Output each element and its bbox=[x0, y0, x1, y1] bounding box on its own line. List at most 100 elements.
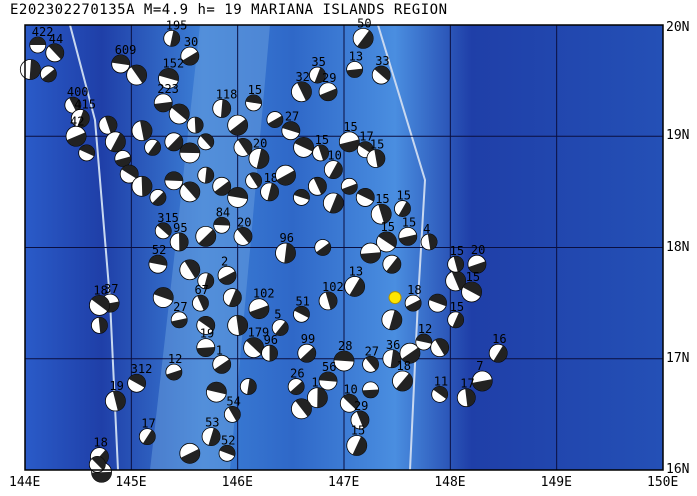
mechanism-quadrant bbox=[203, 273, 214, 289]
focal-mechanism: 15 bbox=[447, 244, 464, 273]
mechanism-quadrant bbox=[357, 188, 375, 202]
focal-mechanism bbox=[381, 309, 403, 331]
focal-mechanism: 7 bbox=[471, 359, 493, 392]
focal-mechanism bbox=[152, 287, 174, 308]
focal-mechanism bbox=[179, 259, 201, 281]
mechanism-quadrant bbox=[365, 356, 379, 371]
mechanism-quadrant bbox=[415, 334, 432, 344]
mechanism-quadrant bbox=[246, 337, 264, 355]
mechanism-label: 17 bbox=[141, 417, 155, 431]
focal-mechanism bbox=[186, 116, 204, 134]
focal-mechanism bbox=[212, 176, 232, 196]
mechanism-quadrant bbox=[197, 295, 209, 311]
mechanism-quadrant bbox=[357, 30, 374, 49]
mechanism-quadrant bbox=[196, 346, 215, 357]
focal-mechanism: 10 bbox=[323, 149, 343, 180]
focal-mechanism: 415 bbox=[70, 97, 96, 128]
mechanism-label: 30 bbox=[184, 35, 198, 49]
focal-mechanism: 13 bbox=[346, 50, 363, 78]
mechanism-quadrant bbox=[91, 471, 112, 483]
focal-mechanism: 56 bbox=[318, 360, 338, 391]
mechanism-quadrant bbox=[247, 378, 257, 395]
lon-tick-label: 147E bbox=[328, 475, 360, 490]
focal-mechanism bbox=[197, 166, 215, 184]
mechanism-quadrant bbox=[213, 217, 230, 226]
lat-tick-label: 19N bbox=[666, 128, 690, 144]
focal-mechanism: 28 bbox=[333, 339, 355, 372]
mechanism-label: 11 bbox=[434, 374, 448, 388]
mechanism-label: 18 bbox=[396, 359, 410, 373]
focal-mechanism bbox=[362, 381, 379, 399]
mechanism-label: 10 bbox=[343, 382, 357, 396]
mechanism-label: 223 bbox=[157, 82, 179, 96]
focal-mechanism: 15 bbox=[447, 300, 464, 329]
mechanism-quadrant bbox=[228, 289, 242, 307]
mechanism-label: 152 bbox=[163, 56, 185, 70]
focal-mechanism: 15 bbox=[461, 270, 483, 303]
focal-mechanism bbox=[78, 144, 96, 162]
mechanism-quadrant bbox=[329, 193, 344, 213]
lon-tick-label: 148E bbox=[434, 475, 466, 490]
mechanism-quadrant bbox=[77, 109, 90, 128]
mechanism-quadrant bbox=[297, 81, 312, 101]
focal-mechanism bbox=[239, 378, 257, 395]
focal-mechanism bbox=[355, 188, 375, 207]
mechanism-quadrant bbox=[153, 287, 174, 301]
mechanism-label: 16 bbox=[492, 332, 506, 346]
mechanism-quadrant bbox=[334, 350, 354, 362]
focal-mechanism bbox=[275, 164, 296, 186]
mechanism-quadrant bbox=[179, 142, 200, 154]
mechanism-quadrant bbox=[105, 116, 117, 134]
mechanism-quadrant bbox=[237, 227, 252, 244]
mechanism-label: 95 bbox=[173, 221, 187, 235]
mechanism-quadrant bbox=[435, 338, 449, 356]
focal-mechanism: 54 bbox=[223, 394, 241, 423]
mechanism-label: 17 bbox=[359, 130, 373, 144]
mechanism-quadrant bbox=[183, 181, 200, 200]
focal-mechanism: 15 bbox=[312, 133, 329, 162]
mechanism-label: 102 bbox=[253, 287, 275, 301]
focal-mechanism: 16 bbox=[488, 332, 508, 363]
focal-mechanism bbox=[168, 103, 190, 125]
focal-mechanism bbox=[119, 164, 139, 184]
mechanism-quadrant bbox=[179, 232, 189, 251]
focal-mechanism: 27 bbox=[170, 300, 188, 329]
mechanism-label: 1 bbox=[216, 343, 223, 357]
lon-tick-label: 146E bbox=[221, 475, 253, 490]
mechanism-label: 53 bbox=[205, 416, 219, 430]
mechanism-quadrant bbox=[358, 141, 374, 154]
focal-mechanism: 179 bbox=[243, 326, 269, 359]
focal-mechanism: 15 bbox=[245, 83, 262, 112]
mechanism-quadrant bbox=[390, 349, 401, 368]
focal-mechanism: 96 bbox=[261, 333, 278, 362]
mechanism-quadrant bbox=[164, 171, 183, 182]
mechanism-label: 15 bbox=[351, 424, 365, 438]
lat-tick-label: 18N bbox=[666, 239, 690, 255]
mechanism-quadrant bbox=[346, 68, 363, 78]
mechanism-quadrant bbox=[115, 156, 131, 167]
mechanism-quadrant bbox=[468, 261, 486, 274]
mechanism-label: 15 bbox=[375, 192, 389, 206]
focal-mechanism: 15 bbox=[338, 120, 360, 153]
mechanism-label: 18 bbox=[264, 171, 278, 185]
mechanism-label: 15 bbox=[315, 133, 329, 147]
focal-mechanism bbox=[197, 133, 215, 151]
mechanism-label: 20 bbox=[237, 215, 251, 229]
focal-mechanism bbox=[197, 272, 215, 290]
focal-mechanism: 15 bbox=[376, 220, 397, 253]
focal-mechanism bbox=[179, 142, 201, 164]
mechanism-label: 67 bbox=[194, 283, 208, 297]
map-title: E202302270135A M=4.9 h= 19 MARIANA ISLAN… bbox=[10, 2, 448, 18]
mechanism-quadrant bbox=[204, 167, 214, 184]
focal-mechanism bbox=[227, 114, 249, 136]
mechanism-label: 422 bbox=[32, 25, 54, 39]
focal-mechanism: 18 bbox=[89, 283, 110, 316]
focal-mechanism: 102 bbox=[248, 287, 275, 320]
mechanism-quadrant bbox=[300, 347, 316, 363]
lon-tick-label: 144E bbox=[9, 475, 41, 490]
grid-lines bbox=[25, 25, 663, 470]
focal-mechanism bbox=[340, 177, 358, 195]
mechanism-label: 15 bbox=[466, 270, 480, 284]
mechanism-quadrant bbox=[149, 255, 167, 266]
